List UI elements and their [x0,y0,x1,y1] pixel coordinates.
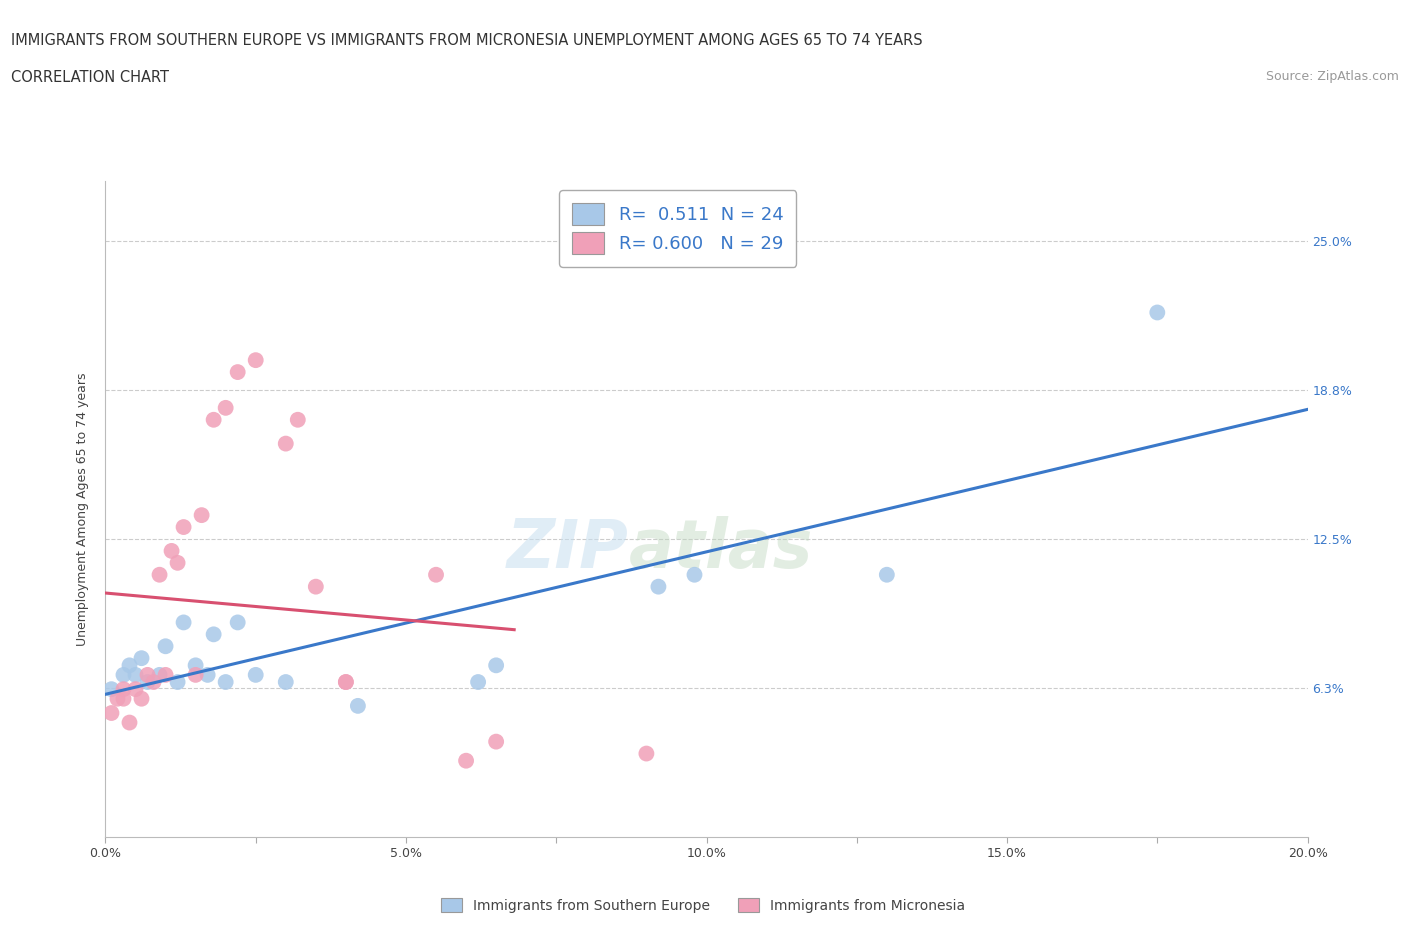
Point [131,651,153,666]
Point [136,668,159,683]
Point [425,567,447,582]
Point [226,615,249,630]
Point [202,412,225,427]
Point [112,691,135,706]
Point [226,365,249,379]
Point [148,567,170,582]
Point [274,674,297,689]
Point [467,674,489,689]
Point [1146,305,1168,320]
Point [202,627,225,642]
Point [636,746,658,761]
Point [184,658,207,672]
Point [112,682,135,697]
Point [287,412,309,427]
Point [485,734,508,749]
Point [100,706,122,721]
Point [190,508,212,523]
Point [274,436,297,451]
Y-axis label: Unemployment Among Ages 65 to 74 years: Unemployment Among Ages 65 to 74 years [76,372,90,646]
Legend: Immigrants from Southern Europe, Immigrants from Micronesia: Immigrants from Southern Europe, Immigra… [436,893,970,919]
Point [197,668,219,683]
Point [305,579,328,594]
Point [876,567,898,582]
Point [173,615,195,630]
Text: CORRELATION CHART: CORRELATION CHART [11,70,169,85]
Point [347,698,370,713]
Point [166,555,188,570]
Point [124,682,146,697]
Point [184,668,207,683]
Point [136,674,159,689]
Point [148,668,170,683]
Point [160,543,183,558]
Point [245,668,267,683]
Point [335,674,357,689]
Point [173,520,195,535]
Point [131,691,153,706]
Point [112,668,135,683]
Point [124,668,146,683]
Point [647,579,669,594]
Text: IMMIGRANTS FROM SOUTHERN EUROPE VS IMMIGRANTS FROM MICRONESIA UNEMPLOYMENT AMONG: IMMIGRANTS FROM SOUTHERN EUROPE VS IMMIG… [11,33,922,47]
Point [107,691,129,706]
Point [155,668,177,683]
Point [214,401,236,416]
Point [683,567,706,582]
Point [155,639,177,654]
Point [245,352,267,367]
Point [454,753,477,768]
Legend: R=  0.511  N = 24, R= 0.600   N = 29: R= 0.511 N = 24, R= 0.600 N = 29 [560,191,796,267]
Text: atlas: atlas [628,515,813,581]
Point [166,674,188,689]
Point [118,715,141,730]
Point [100,682,122,697]
Text: ZIP: ZIP [506,515,628,581]
Point [335,674,357,689]
Point [118,658,141,672]
Text: Source: ZipAtlas.com: Source: ZipAtlas.com [1265,70,1399,83]
Point [142,674,165,689]
Point [485,658,508,672]
Point [214,674,236,689]
